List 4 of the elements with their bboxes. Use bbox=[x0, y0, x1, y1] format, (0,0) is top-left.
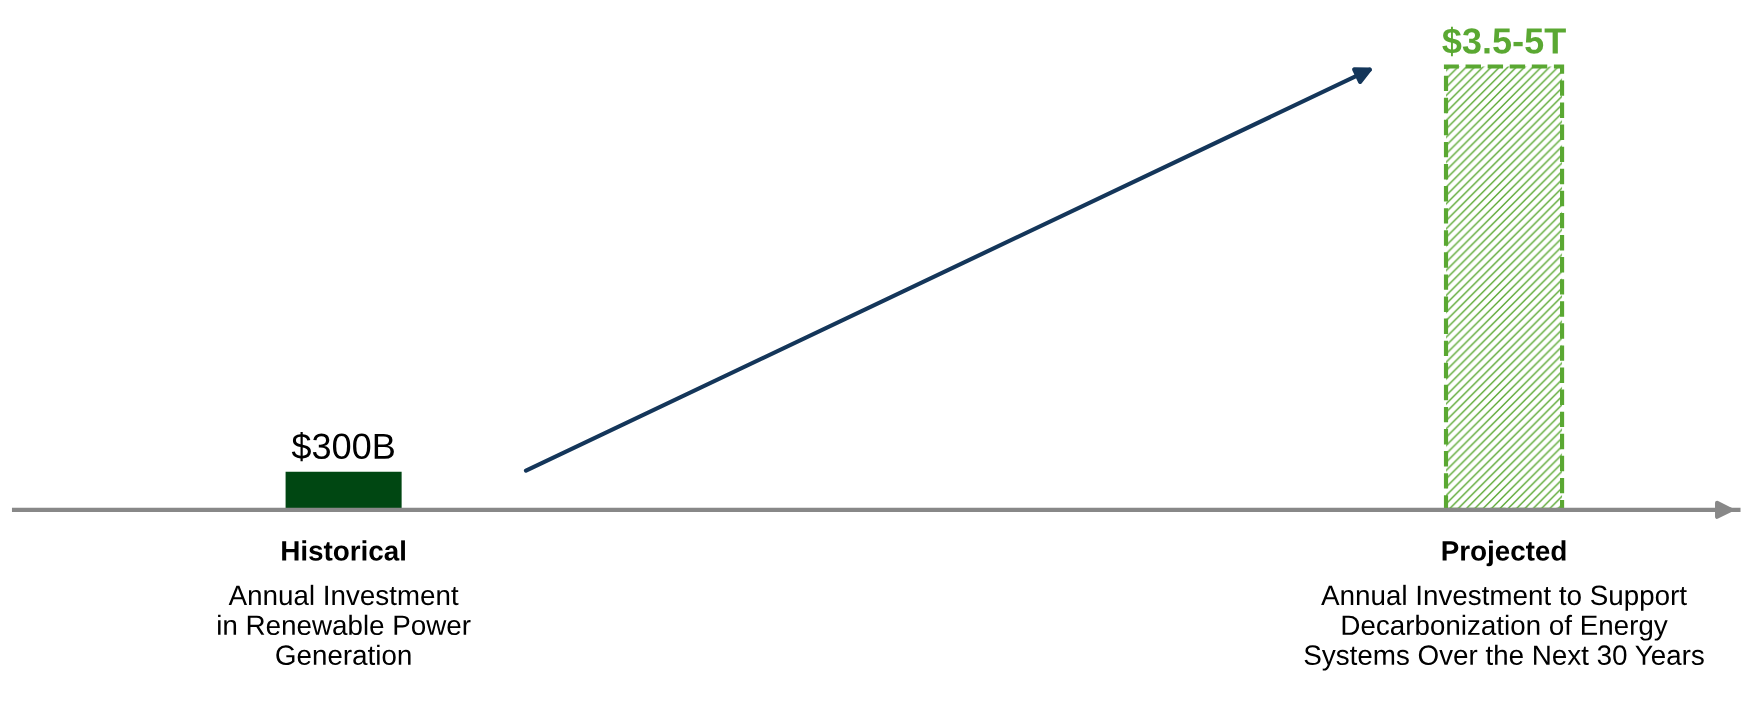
x-tick-label: Projected Annual Investment to Support Decarbonization of Energy Systems Over the Next 30 Years bbox=[1304, 540, 1704, 671]
data-label: $3.5-5T bbox=[1442, 26, 1566, 57]
x-tick-label: Historical Annual Investment in Renewable Power Generation bbox=[218, 540, 471, 666]
data-label: $300B bbox=[291, 432, 394, 462]
